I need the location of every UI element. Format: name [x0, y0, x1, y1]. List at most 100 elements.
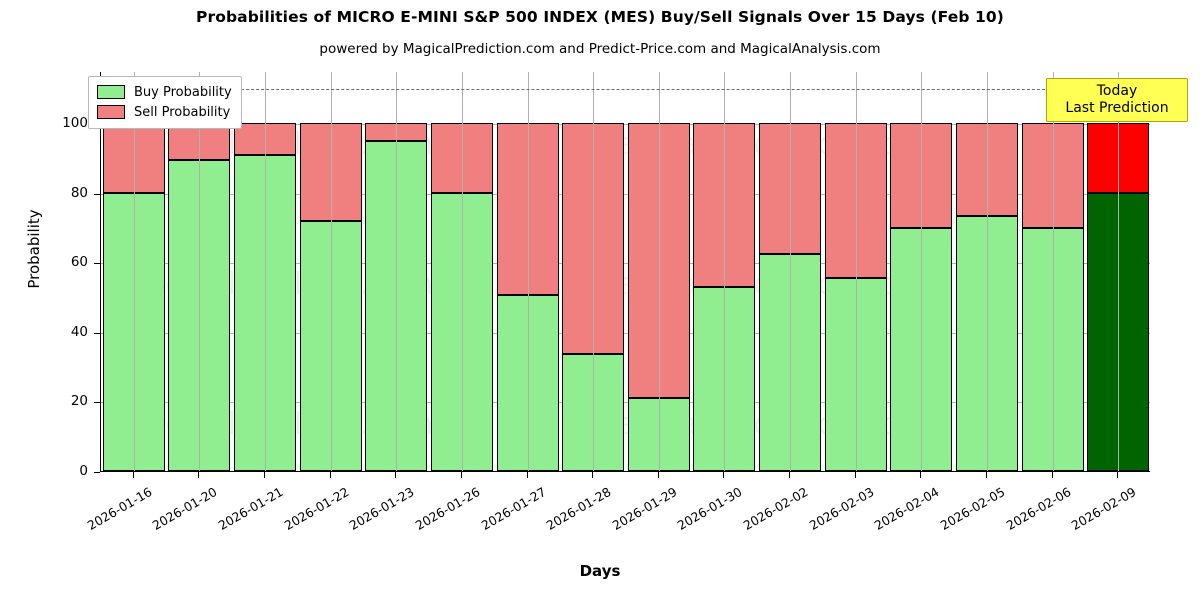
bar-segment-buy[interactable]: [168, 159, 231, 471]
y-axis-tick-label: 80: [70, 184, 88, 201]
gridline-vertical: [265, 72, 267, 471]
legend-swatch-sell-icon: [97, 105, 125, 119]
x-axis-tick-mark: [198, 472, 200, 478]
bar-segment-sell[interactable]: [496, 123, 559, 296]
bar[interactable]: [693, 72, 756, 471]
bar-segment-buy[interactable]: [1021, 227, 1084, 471]
x-axis-tick-mark: [1117, 472, 1119, 478]
gridline-vertical: [396, 72, 398, 471]
y-axis-tick-label: 0: [79, 463, 88, 479]
bar-segment-sell[interactable]: [234, 123, 297, 156]
bar-segment-buy[interactable]: [955, 215, 1018, 471]
gridline-vertical: [527, 72, 529, 471]
bar-segment-sell[interactable]: [562, 123, 625, 354]
plot-inner: MagicalAnalysis.comMagicalPrediction.com…: [101, 72, 1150, 471]
bar-segment-sell[interactable]: [168, 123, 231, 160]
bar[interactable]: [1021, 72, 1084, 471]
bar[interactable]: [955, 72, 1018, 471]
bar-segment-sell[interactable]: [955, 123, 1018, 216]
bar-segment-buy[interactable]: [693, 286, 756, 471]
bar-segment-sell[interactable]: [102, 123, 165, 193]
bar[interactable]: [496, 72, 559, 471]
y-axis-tick-mark: [94, 402, 100, 404]
bar-segment-buy[interactable]: [430, 192, 493, 471]
legend-swatch-buy-icon: [97, 85, 125, 99]
y-axis-tick-label: 40: [70, 323, 88, 340]
bar-segment-buy[interactable]: [824, 278, 887, 471]
gridline-vertical: [133, 72, 135, 471]
x-axis-tick-mark: [592, 472, 594, 478]
bar[interactable]: [890, 72, 953, 471]
y-axis-tick-mark: [94, 263, 100, 265]
legend-item-sell: Sell Probability: [97, 102, 232, 122]
gridline-vertical: [724, 72, 726, 471]
bar-segment-sell[interactable]: [693, 123, 756, 287]
bar-segment-buy[interactable]: [496, 295, 559, 471]
bar-segment-buy[interactable]: [627, 397, 690, 471]
plot-area: MagicalAnalysis.comMagicalPrediction.com…: [100, 72, 1150, 472]
bar[interactable]: [365, 72, 428, 471]
x-axis-tick-mark: [526, 472, 528, 478]
y-axis-tick-mark: [94, 472, 100, 473]
x-axis-tick-mark: [657, 472, 659, 478]
gridline-horizontal: [101, 193, 1150, 195]
x-axis-tick-mark: [460, 472, 462, 478]
x-axis-tick-mark: [789, 472, 791, 478]
bar-segment-sell[interactable]: [430, 123, 493, 193]
gridline-vertical: [593, 72, 595, 471]
gridline-vertical: [855, 72, 857, 471]
bar-segment-sell[interactable]: [299, 123, 362, 221]
x-axis-tick-mark: [132, 472, 134, 478]
gridline-horizontal: [101, 332, 1150, 334]
y-axis-label: Probability: [25, 209, 43, 289]
bar[interactable]: [168, 72, 231, 471]
bar-segment-buy[interactable]: [759, 254, 822, 471]
bar-today[interactable]: [1087, 72, 1150, 471]
bar[interactable]: [234, 72, 297, 471]
bar-segment-sell[interactable]: [627, 123, 690, 398]
x-axis-tick-mark: [395, 472, 397, 478]
x-axis-tick-mark: [1051, 472, 1053, 478]
bar-segment-sell[interactable]: [824, 123, 887, 279]
today-annotation: Today Last Prediction: [1046, 78, 1188, 123]
bar[interactable]: [824, 72, 887, 471]
bar-segment-sell[interactable]: [890, 123, 953, 228]
y-axis-tick-mark: [94, 332, 100, 334]
bar[interactable]: [759, 72, 822, 471]
bar[interactable]: [430, 72, 493, 471]
gridline-vertical: [461, 72, 463, 471]
legend-label-buy: Buy Probability: [134, 84, 232, 100]
bar[interactable]: [102, 72, 165, 471]
bar-segment-buy[interactable]: [299, 220, 362, 471]
x-axis-tick-mark: [985, 472, 987, 478]
gridline-vertical: [658, 72, 660, 471]
x-axis-tick-mark: [723, 472, 725, 478]
bar-segment-buy[interactable]: [102, 192, 165, 471]
x-axis-tick-mark: [329, 472, 331, 478]
x-axis-tick-mark: [264, 472, 266, 478]
gridline-vertical: [921, 72, 923, 471]
bar-segment-sell[interactable]: [1021, 123, 1084, 228]
bar[interactable]: [627, 72, 690, 471]
bar-segment-sell[interactable]: [365, 123, 428, 141]
y-axis-tick-label: 60: [70, 254, 88, 271]
bar-segment-sell[interactable]: [759, 123, 822, 255]
bar-segment-buy[interactable]: [1087, 192, 1150, 471]
last-prediction-label: Last Prediction: [1065, 99, 1169, 116]
gridline-horizontal: [101, 402, 1150, 404]
bar-segment-buy[interactable]: [890, 227, 953, 471]
x-axis-tick-mark: [920, 472, 922, 478]
y-axis-tick-label: 20: [70, 393, 88, 410]
bar-segment-buy[interactable]: [365, 140, 428, 471]
today-label: Today: [1096, 83, 1138, 99]
bar-segment-buy[interactable]: [234, 155, 297, 471]
x-axis-label: Days: [579, 562, 621, 580]
bar-segment-sell[interactable]: [1087, 123, 1150, 193]
bar[interactable]: [299, 72, 362, 471]
bar[interactable]: [562, 72, 625, 471]
gridline-horizontal: [101, 263, 1150, 265]
chart-title: Probabilities of MICRO E-MINI S&P 500 IN…: [196, 8, 1004, 26]
bar-segment-buy[interactable]: [562, 353, 625, 471]
gridline-horizontal: [101, 124, 1150, 126]
